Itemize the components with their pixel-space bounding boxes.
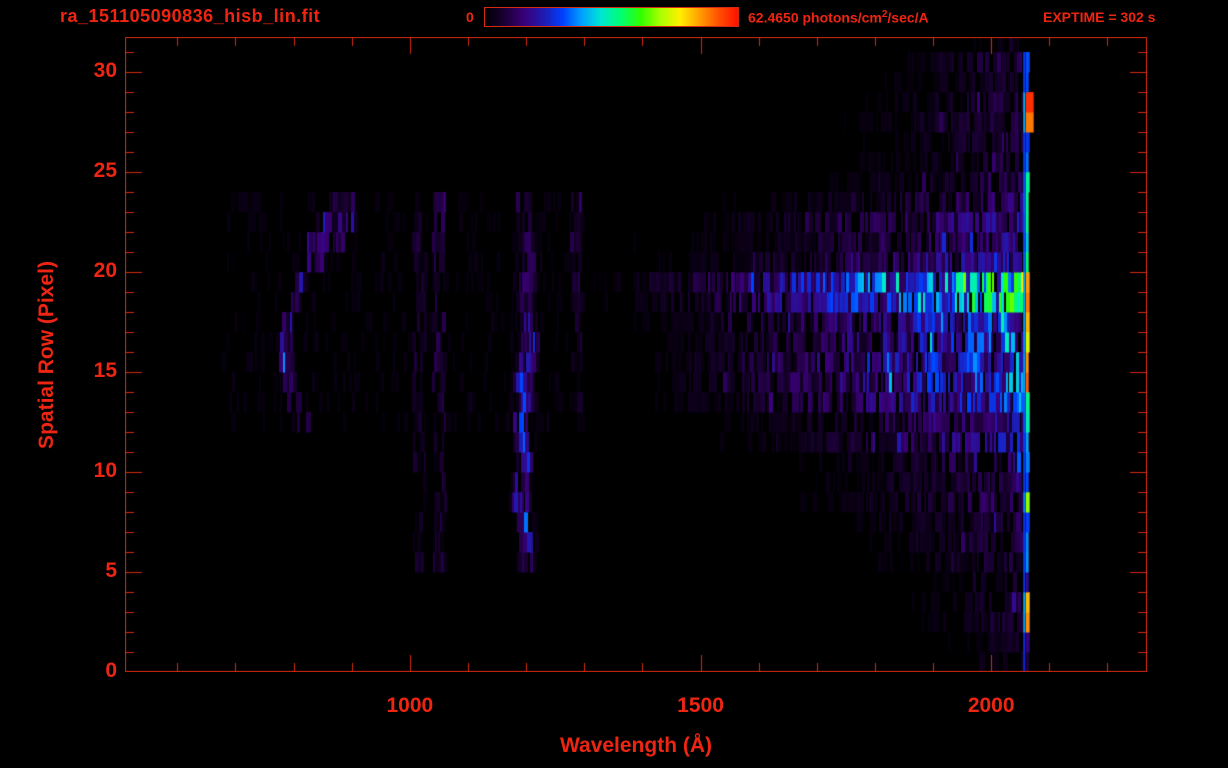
colorbar-units-sup: 2 [881, 9, 888, 20]
colorbar-max-label: 62.4650 photons/cm2/sec/A [748, 9, 929, 26]
x-tick-label: 1000 [386, 694, 434, 717]
y-axis-label: Spatial Row (Pixel) [35, 261, 58, 449]
file-title: ra_151105090836_hisb_lin.fit [60, 6, 321, 26]
spectrum-plot [125, 37, 1147, 672]
y-tick-label: 25 [93, 159, 117, 182]
x-tick-label: 1500 [677, 694, 724, 717]
y-tick-label: 5 [105, 559, 117, 582]
y-tick-label: 15 [93, 359, 117, 382]
spectrum-heatmap-canvas [125, 37, 1147, 672]
y-tick-label: 0 [105, 659, 117, 682]
y-tick-label: 30 [93, 59, 117, 82]
x-tick-label: 2000 [967, 694, 1015, 717]
colorbar-units: photons/cm [798, 9, 882, 26]
colorbar-units-post: /sec/A [887, 9, 929, 26]
x-axis-label: Wavelength (Å) [559, 734, 713, 757]
colorbar-min-label: 0 [466, 9, 474, 25]
y-tick-label: 20 [93, 259, 117, 282]
colorbar [484, 7, 739, 27]
y-tick-label: 10 [93, 459, 117, 482]
exptime-label: EXPTIME = 302 s [1043, 9, 1156, 25]
colorbar-max-value: 62.4650 [748, 9, 799, 26]
